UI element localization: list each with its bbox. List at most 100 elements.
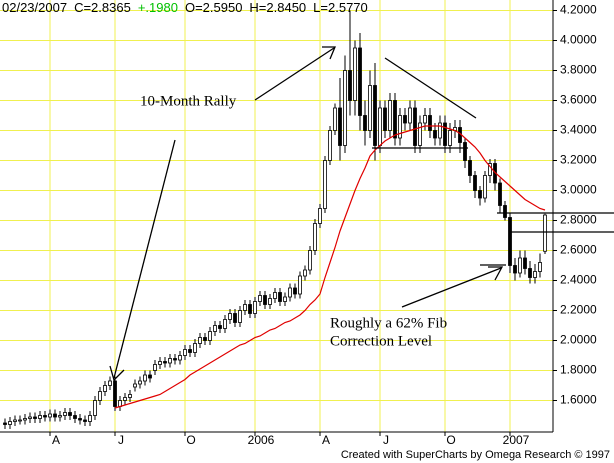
candle-body (108, 380, 112, 386)
candle-body (48, 413, 52, 418)
candle-body (478, 190, 482, 199)
y-tick-label: 3.8000 (560, 63, 597, 77)
candle-body (63, 412, 67, 416)
candle-body (128, 394, 132, 398)
x-tick-label: O (446, 433, 455, 447)
candle-body (288, 287, 292, 298)
candle-body (438, 122, 442, 139)
candle-body (473, 175, 477, 191)
candle-body (158, 361, 162, 365)
candle-body (163, 361, 167, 364)
candle-body (388, 100, 392, 131)
y-tick-label: 2.6000 (560, 243, 597, 257)
candle-body (208, 331, 212, 341)
candle-body (468, 160, 472, 176)
candle-body (248, 304, 252, 314)
candle-body (263, 295, 267, 305)
candle-body (498, 182, 502, 206)
candle-body (398, 115, 402, 139)
candle-body (353, 47, 357, 101)
candle-body (198, 337, 202, 344)
candle-body (323, 160, 327, 209)
candle-body (348, 70, 352, 101)
trendlines (109, 46, 614, 382)
candle-body (318, 208, 322, 224)
candle-body (3, 422, 7, 425)
candle-body (418, 122, 422, 146)
candle-body (503, 205, 507, 218)
x-tick-label: A (322, 433, 330, 447)
x-tick-label: J (118, 433, 124, 447)
candle-body (13, 419, 17, 422)
candle-body (278, 292, 282, 302)
x-tick-label: 2006 (248, 433, 275, 447)
candle-body (28, 416, 32, 419)
candle-body (273, 292, 277, 299)
candle-body (148, 374, 152, 379)
candle-body (368, 85, 372, 131)
candle-body (253, 301, 257, 314)
candle-body (178, 355, 182, 361)
candle-body (18, 419, 22, 422)
annotation: 10-Month Rally (140, 93, 237, 109)
header: 02/23/2007 C=2.8365 +.1980 O=2.5950 H=2.8450… (2, 0, 368, 15)
candle-body (38, 415, 42, 419)
y-tick-label: 2.8000 (560, 213, 597, 227)
candle-body (23, 418, 27, 421)
candle-body (293, 287, 297, 295)
candle-body (393, 100, 397, 139)
candle-body (403, 115, 407, 124)
candle-body (133, 383, 137, 388)
candle-body (78, 418, 82, 421)
candle-body (463, 142, 467, 161)
candle-body (543, 214, 547, 252)
candle-body (233, 313, 237, 323)
candle-body (443, 122, 447, 146)
header-field: +.1980 (138, 0, 178, 15)
y-tick-label: 2.0000 (560, 333, 597, 347)
candle-body (298, 275, 302, 295)
header-field: 02/23/2007 (2, 0, 67, 15)
candle-body (53, 413, 57, 418)
candle-body (8, 421, 12, 425)
candle-body (218, 325, 222, 329)
candle-body (533, 271, 537, 278)
candle-body (513, 265, 517, 274)
y-tick-label: 3.6000 (560, 93, 597, 107)
y-tick-label: 1.6000 (560, 393, 597, 407)
x-tick-label: J (383, 433, 389, 447)
y-tick-label: 2.2000 (560, 303, 597, 317)
x-tick-label: O (186, 433, 195, 447)
candle-body (93, 400, 97, 416)
candle-body (153, 364, 157, 371)
candle-body (33, 416, 37, 419)
candle-body (408, 107, 412, 124)
candle-body (313, 223, 317, 251)
candle-body (183, 349, 187, 356)
y-tick-label: 2.4000 (560, 273, 597, 287)
candle-body (338, 107, 342, 146)
x-tick-label: 2007 (503, 433, 530, 447)
candle-body (73, 415, 77, 419)
candle-body (423, 115, 427, 124)
candle-body (433, 130, 437, 139)
candle-body (538, 262, 542, 272)
candle-body (213, 325, 217, 332)
candle-body (523, 257, 527, 269)
y-tick-label: 3.2000 (560, 153, 597, 167)
candle-body (238, 310, 242, 323)
candle-body (343, 70, 347, 146)
candle-body (328, 130, 332, 161)
y-tick-label: 3.0000 (560, 183, 597, 197)
candle-body (98, 391, 102, 401)
candle-body (303, 269, 307, 277)
candle-body (193, 343, 197, 353)
candle-body (383, 107, 387, 131)
candle-body (123, 397, 127, 401)
candle-body (528, 268, 532, 278)
candle-body (448, 130, 452, 146)
y-tick-label: 1.8000 (560, 363, 597, 377)
candle-body (283, 296, 287, 302)
candle-body (378, 107, 382, 146)
candle-body (308, 250, 312, 271)
